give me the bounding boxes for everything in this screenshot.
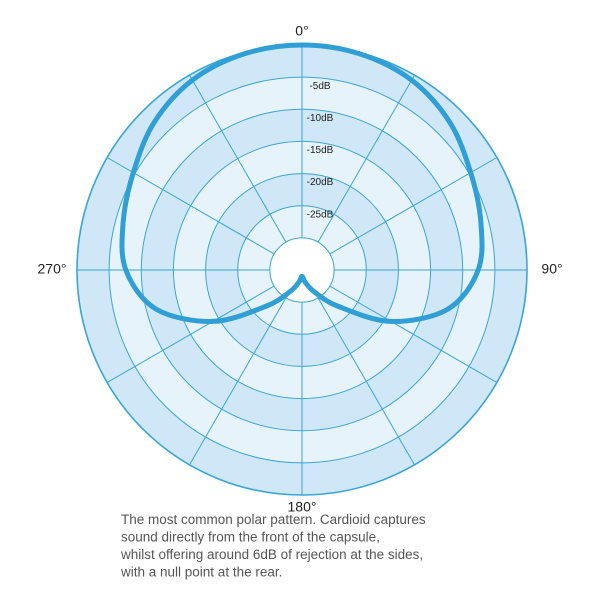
theta-tick-label: 180° (288, 499, 317, 515)
theta-tick-label: 90° (541, 261, 562, 277)
grid-spoke (329, 285, 498, 383)
r-tick-label: -15dB (307, 145, 334, 156)
theta-tick-label: 0° (295, 23, 308, 39)
r-tick-label: -5dB (309, 81, 330, 92)
grid-spoke (317, 297, 415, 466)
r-tick-label: -25dB (307, 209, 334, 220)
caption-line: The most common polar pattern. Cardioid … (121, 512, 426, 527)
theta-tick-label: 270° (38, 261, 67, 277)
caption-line: whilst offering around 6dB of rejection … (120, 547, 423, 562)
caption-line: with a null point at the rear. (120, 565, 282, 580)
caption-line: sound directly from the front of the cap… (121, 530, 380, 545)
grid-spoke (317, 74, 415, 243)
grid-spoke (189, 74, 287, 243)
r-tick-label: -20dB (307, 177, 334, 188)
polar-curve (119, 42, 485, 324)
r-tick-label: -10dB (307, 113, 334, 124)
grid-ring (269, 237, 335, 303)
grid-spoke (189, 297, 287, 466)
grid-spoke (106, 285, 275, 383)
